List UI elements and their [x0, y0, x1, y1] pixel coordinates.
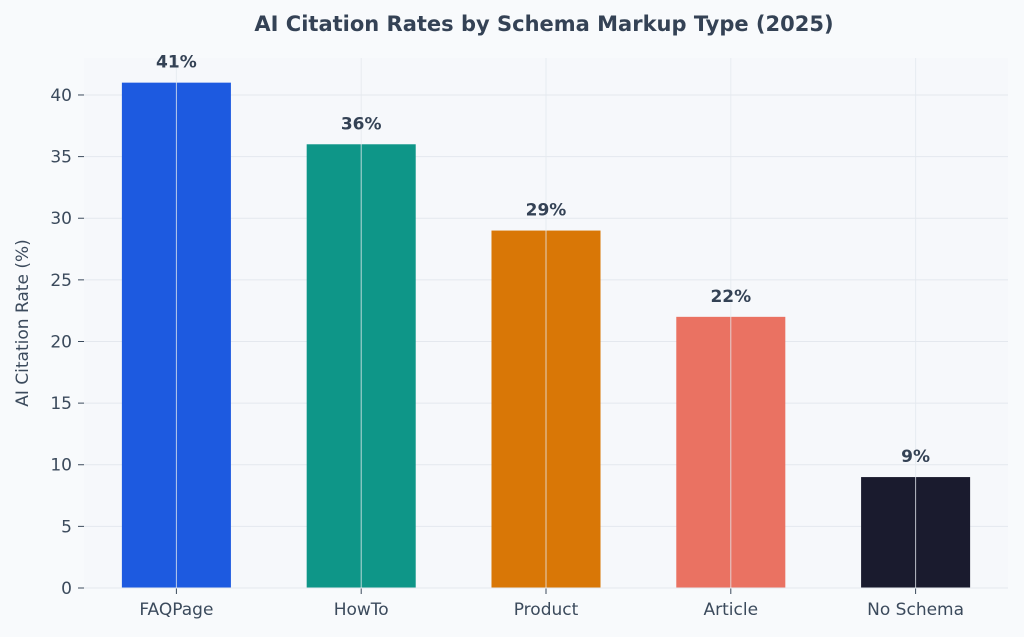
data-label: 36% — [341, 114, 382, 134]
data-label: 9% — [901, 447, 930, 467]
x-tick-label: Product — [514, 600, 579, 620]
y-tick-label: 5 — [61, 517, 72, 537]
data-label: 22% — [710, 287, 751, 307]
y-tick-label: 20 — [50, 332, 72, 352]
data-labels: 41% 36% 29% 22% 9% — [156, 53, 930, 467]
y-tick-label: 40 — [50, 86, 72, 106]
data-label: 29% — [526, 201, 567, 221]
data-label: 41% — [156, 53, 197, 73]
y-axis-label: AI Citation Rate (%) — [13, 239, 33, 407]
x-tick-label: FAQPage — [139, 600, 213, 620]
chart-title: AI Citation Rates by Schema Markup Type … — [254, 12, 833, 36]
y-tick-label: 15 — [50, 394, 72, 414]
x-tick-label: HowTo — [334, 600, 389, 620]
y-tick-label: 35 — [50, 148, 72, 168]
y-tick-label: 10 — [50, 456, 72, 476]
x-gridlines — [175, 58, 917, 588]
y-axis: 0 5 10 15 20 25 30 35 40 — [50, 86, 84, 599]
y-tick-label: 30 — [50, 209, 72, 229]
x-axis: FAQPage HowTo Product Article No Schema — [84, 587, 1008, 620]
x-tick-label: Article — [704, 600, 759, 620]
x-tick-label: No Schema — [867, 600, 964, 620]
y-tick-label: 25 — [50, 271, 72, 291]
y-tick-label: 0 — [61, 579, 72, 599]
